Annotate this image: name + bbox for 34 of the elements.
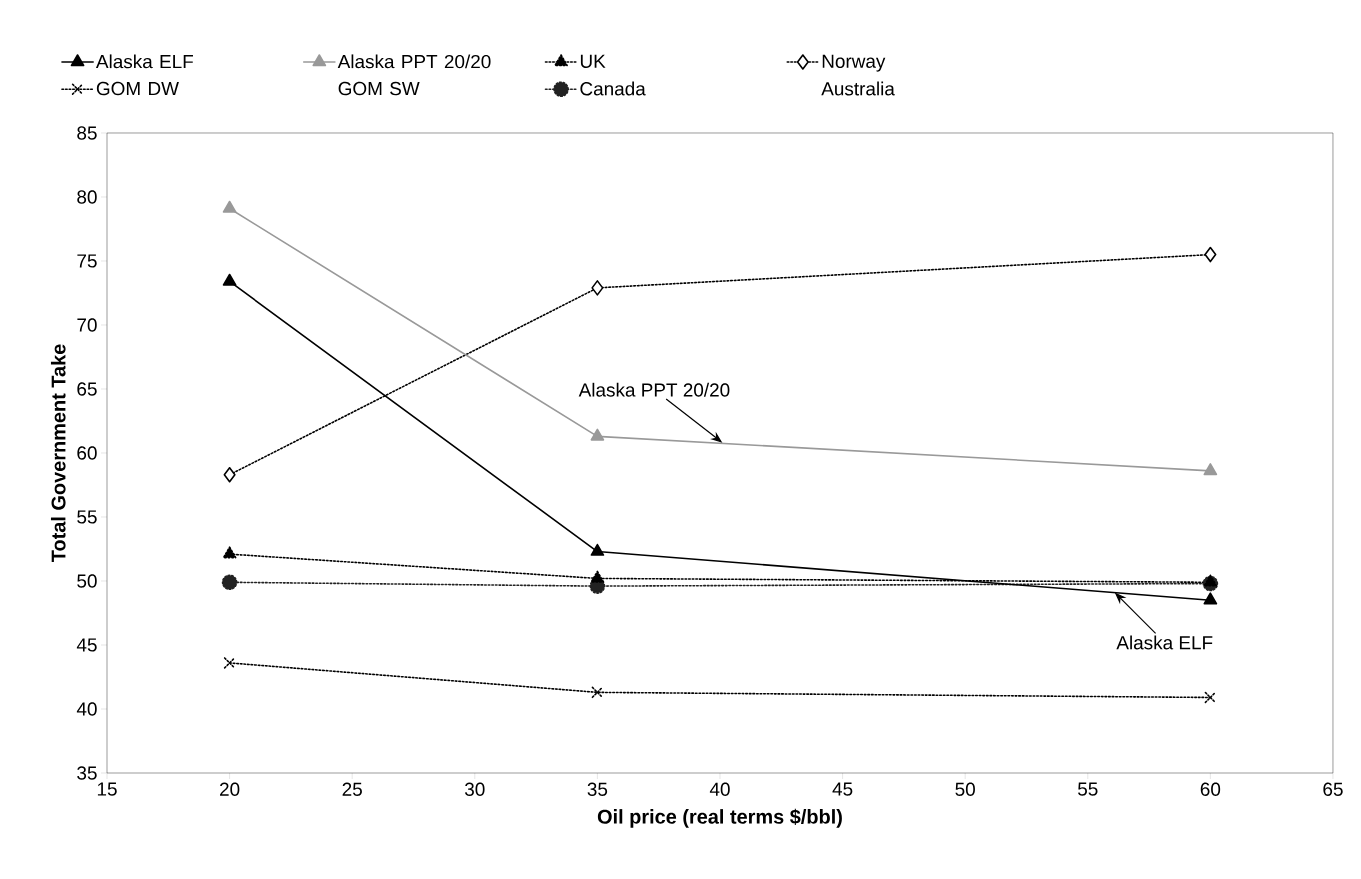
- x-tick-label: 45: [832, 782, 853, 796]
- legend-label: Canada: [580, 81, 646, 96]
- x-axis-title: Oil price (real terms $/bbl): [597, 808, 842, 828]
- legend-label: Alaska ELF: [95, 54, 193, 69]
- x-tick-label: 30: [464, 782, 485, 796]
- y-tick-label: 80: [77, 190, 97, 204]
- legend-label: GOM DW: [96, 81, 179, 96]
- annotation: Alaska ELF: [1116, 635, 1213, 650]
- y-tick-label: 55: [77, 510, 97, 524]
- x-tick-label: 60: [1200, 782, 1221, 796]
- legend-label: Alaska PPT 20/20: [337, 54, 491, 69]
- y-tick-label: 45: [76, 638, 97, 652]
- x-tick-label: 50: [955, 782, 975, 796]
- y-tick-label: 40: [76, 702, 97, 716]
- x-tick-label: 15: [97, 782, 117, 796]
- legend-label: Norway: [822, 54, 886, 72]
- text: GOM SW: [338, 81, 420, 96]
- y-tick-label: 85: [77, 126, 97, 140]
- y-tick-label: 65: [77, 382, 97, 396]
- y-tick-label: 75: [77, 254, 97, 268]
- x-tick-label: 25: [342, 782, 362, 796]
- x-tick-label: 55: [1077, 782, 1098, 796]
- x-tick-label: 20: [220, 782, 240, 796]
- y-tick-label: 35: [77, 766, 97, 780]
- x-tick-label: 65: [1323, 782, 1343, 796]
- y-tick-label: 50: [77, 574, 97, 588]
- annotation: Alaska PPT 20/20: [578, 382, 730, 397]
- legend-label: UK: [580, 54, 606, 68]
- text: Australia: [821, 81, 895, 96]
- y-tick-label: 70: [77, 318, 97, 332]
- x-tick-label: 40: [709, 782, 730, 796]
- y-axis-title: Total Government Take: [50, 344, 66, 563]
- y-tick-label: 60: [77, 446, 97, 460]
- x-tick-label: 35: [587, 782, 608, 796]
